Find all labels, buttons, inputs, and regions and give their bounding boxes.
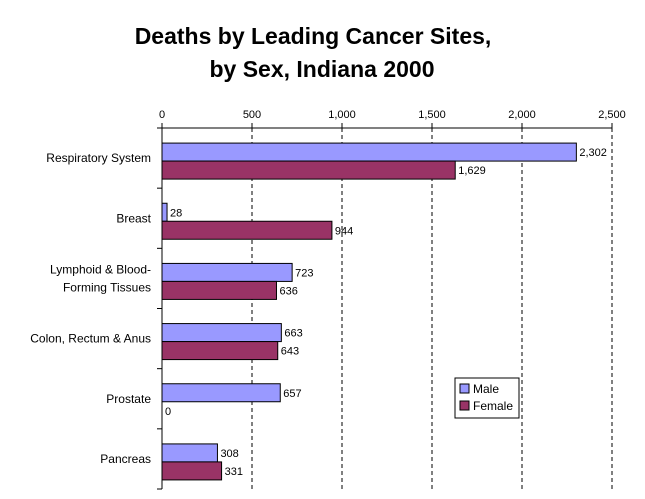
category-label-2-line-1: Forming Tissues bbox=[63, 280, 151, 294]
bar-female-1 bbox=[161, 220, 333, 240]
x-tick-label-5: 2,500 bbox=[598, 109, 626, 121]
legend-label-male: Male bbox=[473, 382, 499, 396]
data-label-male-1: 28 bbox=[170, 207, 182, 219]
data-label-male-5: 308 bbox=[220, 448, 238, 460]
bar-male-4 bbox=[161, 383, 281, 403]
data-label-male-0: 2,302 bbox=[579, 147, 607, 159]
category-label-3: Colon, Rectum & Anus bbox=[30, 332, 151, 346]
category-label-5: Pancreas bbox=[100, 452, 151, 466]
plot-area: 0 500 1,000 1,500 2,000 2,500 2,302 1,629 Respir… bbox=[30, 109, 626, 490]
data-label-female-2: 636 bbox=[279, 285, 297, 297]
x-tick-label-4: 2,000 bbox=[508, 109, 536, 121]
x-tick-label-1: 500 bbox=[243, 109, 261, 121]
category-label-0: Respiratory System bbox=[46, 151, 151, 165]
legend-swatch-female bbox=[459, 400, 470, 411]
legend-swatch-male bbox=[459, 383, 470, 394]
data-label-female-0: 1,629 bbox=[458, 165, 486, 177]
data-label-female-5: 331 bbox=[225, 466, 243, 478]
legend-label-female: Female bbox=[473, 399, 513, 413]
x-tick-label-0: 0 bbox=[159, 109, 165, 121]
category-label-2-line-0: Lymphoid & Blood- bbox=[50, 262, 151, 276]
bar-male-1 bbox=[161, 202, 168, 222]
chart-title-line-2: by Sex, Indiana 2000 bbox=[209, 56, 434, 82]
bar-female-2 bbox=[161, 280, 277, 300]
data-label-female-4: 0 bbox=[165, 406, 171, 418]
chart-title-line-1: Deaths by Leading Cancer Sites, bbox=[135, 23, 492, 49]
category-label-1: Breast bbox=[116, 211, 151, 225]
x-tick-label-2: 1,000 bbox=[328, 109, 356, 121]
bar-male-2 bbox=[161, 262, 293, 282]
data-label-male-3: 663 bbox=[284, 328, 302, 340]
bar-male-0 bbox=[161, 142, 577, 162]
category-label-4: Prostate bbox=[106, 392, 151, 406]
data-label-female-3: 643 bbox=[281, 346, 299, 358]
bar-female-0 bbox=[161, 160, 456, 180]
bar-female-3 bbox=[161, 341, 279, 361]
data-label-female-1: 944 bbox=[335, 225, 353, 237]
bar-male-3 bbox=[161, 323, 282, 343]
bar-female-5 bbox=[161, 461, 223, 481]
data-label-male-2: 723 bbox=[295, 267, 313, 279]
x-tick-label-3: 1,500 bbox=[418, 109, 446, 121]
bar-male-5 bbox=[161, 443, 218, 463]
data-label-male-4: 657 bbox=[283, 388, 301, 400]
